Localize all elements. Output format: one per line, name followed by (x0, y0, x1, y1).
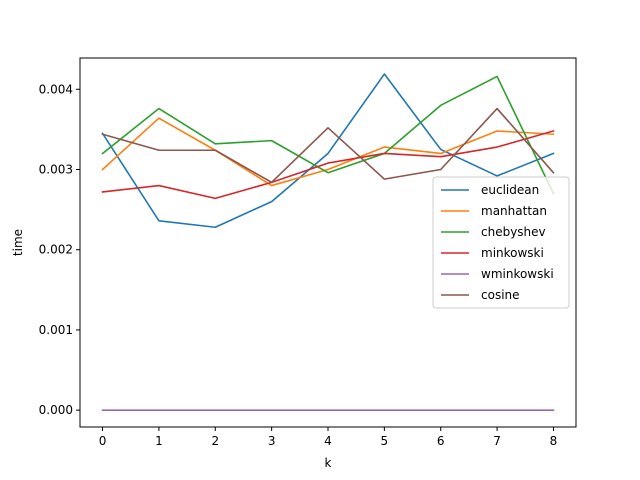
x-tick-label: 2 (211, 434, 219, 448)
y-axis-ticks: 0.000 0.001 0.002 0.003 0.004 (39, 82, 80, 417)
x-tick-label: 5 (381, 434, 389, 448)
legend-label-cosine: cosine (481, 288, 520, 302)
legend-label-wminkowski: wminkowski (481, 267, 554, 281)
x-tick-label: 0 (99, 434, 107, 448)
y-tick-label: 0.001 (39, 323, 73, 337)
y-axis-label: time (11, 229, 25, 256)
x-tick-label: 7 (493, 434, 501, 448)
x-axis-label: k (325, 456, 332, 470)
x-tick-label: 4 (324, 434, 332, 448)
legend-label-manhattan: manhattan (481, 204, 547, 218)
x-tick-label: 3 (268, 434, 276, 448)
y-tick-label: 0.003 (39, 163, 73, 177)
series-layer (101, 73, 555, 411)
legend-label-euclidean: euclidean (481, 183, 539, 197)
legend-label-minkowski: minkowski (481, 246, 544, 260)
y-tick-label: 0.004 (39, 82, 73, 96)
y-tick-label: 0.000 (39, 403, 73, 417)
y-tick-label: 0.002 (39, 243, 73, 257)
legend-box (432, 176, 570, 309)
legend-label-chebyshev: chebyshev (481, 225, 546, 239)
x-tick-label: 8 (550, 434, 558, 448)
x-tick-label: 6 (437, 434, 445, 448)
legend: euclidean manhattan chebyshev minkowski wmin… (432, 176, 570, 309)
x-tick-label: 1 (155, 434, 163, 448)
x-axis-ticks: 0 1 2 3 4 5 6 7 8 (99, 427, 558, 448)
